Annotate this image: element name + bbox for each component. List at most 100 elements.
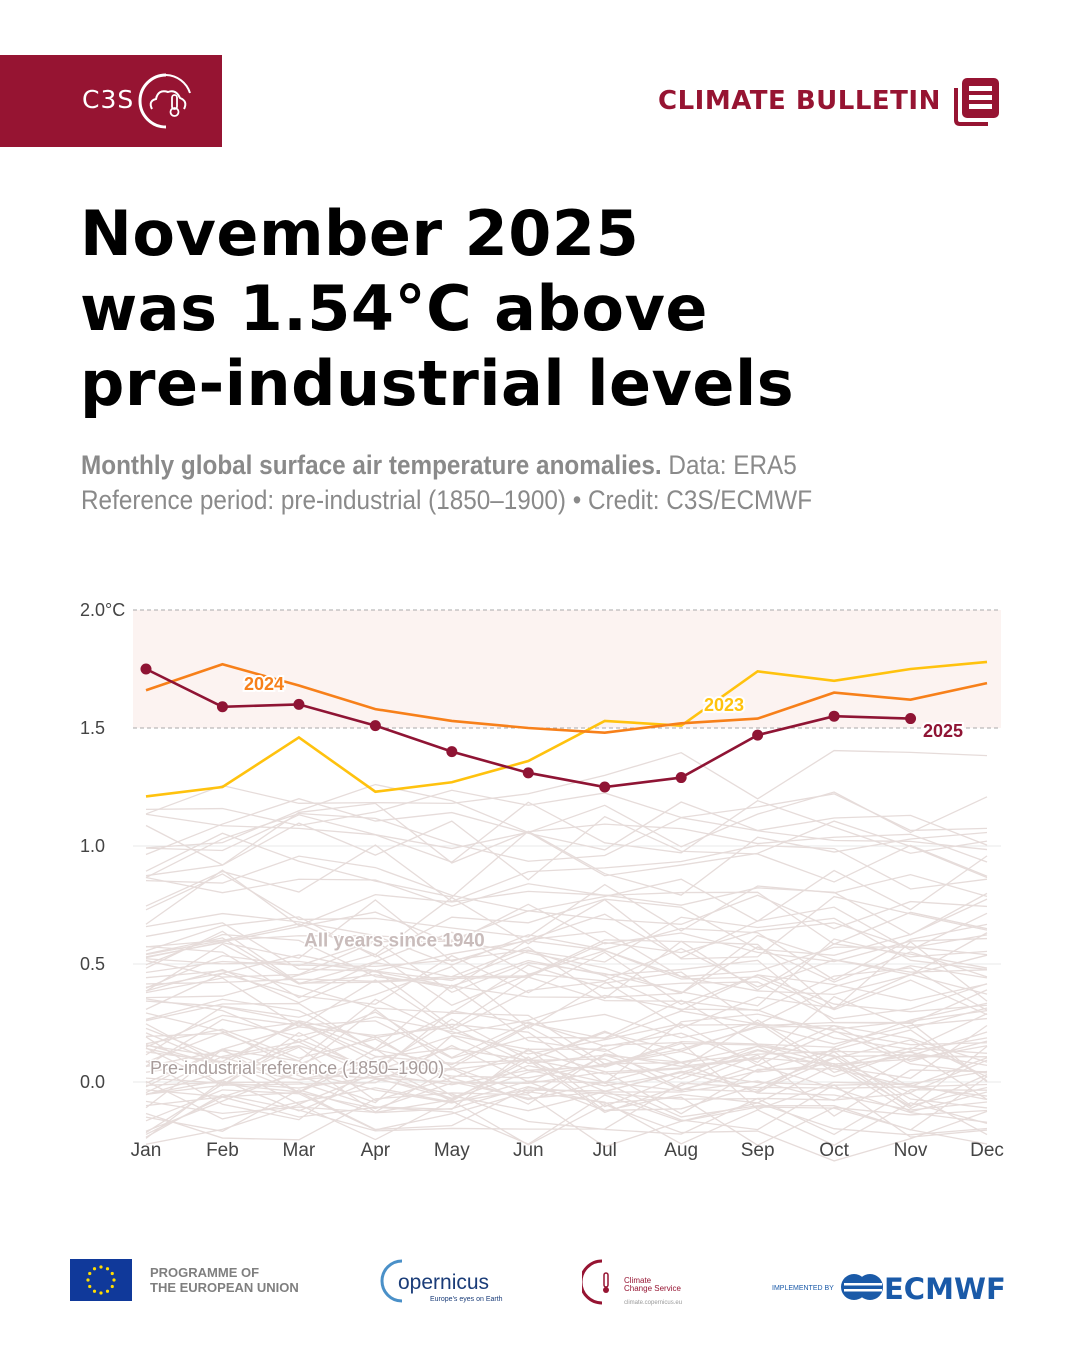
- ccs-text-2: Change Service: [624, 1284, 681, 1293]
- background-year-line: [145, 912, 988, 981]
- ecmwf-logo: IMPLEMENTED BY ECMWF: [772, 1272, 1006, 1305]
- eu-star: [99, 1291, 103, 1295]
- x-tick-label: Feb: [206, 1140, 239, 1161]
- background-year-line: [145, 876, 988, 945]
- x-tick-label: Mar: [283, 1140, 316, 1161]
- copernicus-wordmark: opernicus: [398, 1271, 489, 1294]
- eu-star: [86, 1278, 90, 1282]
- x-tick-label: Apr: [361, 1140, 391, 1161]
- background-year-line: [145, 965, 988, 1030]
- background-year-line: [145, 1021, 988, 1073]
- title-line-1: November 2025: [80, 197, 640, 270]
- background-year-line: [145, 815, 988, 883]
- eu-star: [99, 1265, 103, 1269]
- background-year-line: [145, 1013, 988, 1085]
- background-year-line: [145, 1054, 988, 1117]
- background-year-line: [145, 783, 988, 849]
- y-tick-label: 1.0: [80, 836, 105, 856]
- data-point-2025-Feb: [216, 701, 228, 713]
- implemented-by-text: IMPLEMENTED BY: [772, 1285, 834, 1292]
- background-year-line: [145, 933, 988, 999]
- x-tick-label: Aug: [664, 1140, 698, 1161]
- background-year-line: [145, 873, 988, 938]
- background-year-line: [145, 855, 988, 922]
- title-line-2: was 1.54°C above: [80, 272, 708, 345]
- background-year-line: [145, 994, 988, 1062]
- background-year-line: [145, 1056, 988, 1121]
- climate-change-service-logo: Climate Change Service climate.copernicu…: [582, 1259, 682, 1306]
- background-year-line: [145, 1083, 988, 1136]
- background-year-line: [145, 964, 988, 1020]
- background-year-line: [145, 940, 988, 988]
- eu-star: [105, 1267, 110, 1271]
- data-point-2025-Jun: [522, 767, 534, 779]
- background-year-line: [145, 844, 988, 907]
- data-point-2025-Sep: [752, 729, 764, 741]
- background-year-line: [145, 967, 988, 1028]
- eu-star: [92, 1267, 97, 1271]
- eu-star: [105, 1289, 110, 1293]
- data-point-2025-Jul: [599, 781, 611, 793]
- background-year-line: [145, 749, 988, 815]
- x-tick-label: Jul: [593, 1140, 617, 1161]
- background-year-line: [145, 922, 988, 984]
- ccs-text-1: Climate: [624, 1276, 652, 1285]
- background-year-line: [145, 949, 988, 1013]
- background-year-line: [145, 1047, 988, 1107]
- cloud-thermometer-icon: [138, 73, 191, 129]
- footer-logos: PROGRAMME OF THE EUROPEAN UNION opernicu…: [0, 1255, 1080, 1315]
- background-year-line: [145, 931, 988, 988]
- climate-bulletin-label: CLIMATE BULLETIN: [658, 86, 941, 116]
- background-year-line: [145, 1094, 988, 1145]
- y-tick-label: 2.0°C: [80, 600, 125, 620]
- eu-star: [92, 1289, 97, 1293]
- background-year-line: [145, 812, 988, 879]
- temperature-anomaly-chart: 2.0°C 1.5 1.0 0.5 0.0 All years since 1940 Pre…: [80, 600, 1004, 1162]
- series-label-2025: 2025: [923, 721, 963, 741]
- subtitle-bold: Monthly global surface air temperature a…: [81, 450, 662, 480]
- background-year-line: [145, 799, 988, 863]
- y-tick-label: 0.0: [80, 1072, 105, 1092]
- data-point-2025-Nov: [905, 713, 917, 725]
- eu-flag-icon: [70, 1259, 132, 1301]
- background-year-line: [145, 1044, 988, 1111]
- reference-label: Pre-industrial reference (1850–1900): [150, 1058, 444, 1078]
- background-year-line: [145, 894, 988, 948]
- page-title: November 2025 was 1.54°C above pre-indus…: [80, 196, 794, 421]
- above-1.5-band: [133, 610, 1001, 728]
- background-year-line: [145, 984, 988, 1053]
- x-tick-label: Oct: [819, 1140, 849, 1161]
- background-year-line: [145, 814, 988, 879]
- background-year-line: [145, 798, 988, 856]
- background-year-line: [145, 1041, 988, 1111]
- x-tick-label: Dec: [970, 1140, 1004, 1161]
- eu-programme-text: PROGRAMME OF THE EUROPEAN UNION: [150, 1265, 299, 1295]
- x-tick-label: Jan: [131, 1140, 162, 1161]
- background-year-line: [145, 1048, 988, 1112]
- data-point-2025-Oct: [828, 710, 840, 722]
- chart-subtitle: Monthly global surface air temperature a…: [81, 448, 812, 518]
- y-tick-label: 1.5: [80, 718, 105, 738]
- background-year-line: [145, 939, 988, 1010]
- background-years-group: [145, 749, 988, 1162]
- eu-star: [112, 1278, 116, 1282]
- eu-text-line-1: PROGRAMME OF: [150, 1265, 260, 1280]
- data-source: Data: ERA5: [661, 450, 797, 480]
- x-tick-label: May: [434, 1140, 470, 1161]
- series-label-2024: 2024: [244, 674, 284, 694]
- background-year-line: [145, 869, 988, 936]
- background-year-line: [145, 1092, 988, 1148]
- data-point-2025-Aug: [675, 772, 687, 784]
- background-year-line: [145, 1002, 988, 1065]
- subtitle-reference: Reference period: pre-industrial (1850–1…: [81, 485, 813, 515]
- ecmwf-wordmark: ECMWF: [884, 1272, 1006, 1305]
- x-tick-label: Jun: [513, 1140, 544, 1161]
- ccs-url: climate.copernicus.eu: [624, 1300, 682, 1306]
- copernicus-logo: opernicus Europe's eyes on Earth: [380, 1259, 503, 1303]
- title-line-3: pre-industrial levels: [80, 347, 795, 420]
- background-year-line: [145, 1006, 988, 1074]
- eu-star: [110, 1271, 114, 1276]
- series-line-2024: [145, 662, 988, 735]
- eu-star: [88, 1284, 92, 1289]
- series-line-2023: [145, 660, 988, 798]
